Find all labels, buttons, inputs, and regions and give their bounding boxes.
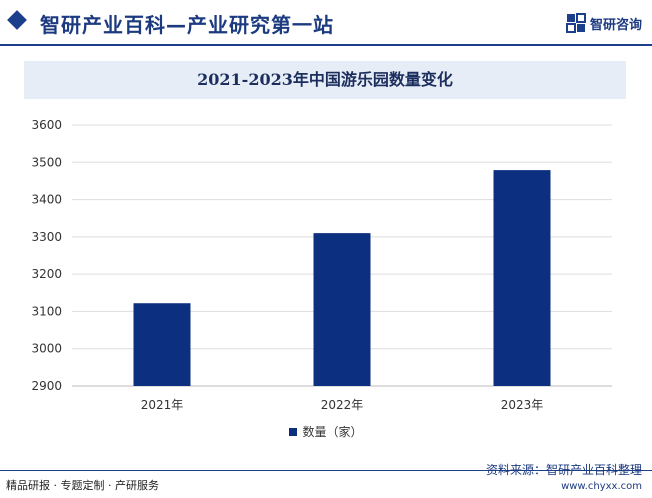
site-url[interactable]: www.chyxx.com — [561, 481, 642, 492]
source-note: 资料来源：智研产业百科整理 — [485, 463, 642, 477]
zhiyan-logo-icon — [565, 13, 586, 33]
y-axis-tick-labels: 2900 3000 3100 3200 3300 3400 3500 3600 — [31, 118, 62, 393]
header-divider — [0, 44, 652, 46]
brand-logo[interactable]: 智研咨询 — [565, 12, 642, 34]
chart-legend: 数量（家） — [0, 423, 652, 440]
y-tick-label: 3200 — [31, 267, 62, 281]
x-axis-tick-labels: 2021年 2022年 2023年 — [141, 398, 544, 412]
footer-tagline: 精品研报 · 专题定制 · 产研服务 — [6, 479, 159, 492]
y-tick-label: 3300 — [31, 230, 62, 244]
footer-divider — [0, 470, 652, 471]
logo-text: 智研咨询 — [589, 17, 642, 33]
chart-title: 2021-2023年中国游乐园数量变化 — [24, 61, 626, 99]
diamond-bullet-icon — [7, 10, 27, 30]
bar-3 — [493, 170, 551, 386]
legend-swatch — [289, 428, 298, 436]
y-tick-label: 2900 — [31, 379, 62, 393]
x-tick-label: 2021年 — [141, 398, 184, 412]
y-tick-label: 3000 — [31, 342, 62, 356]
bars — [133, 170, 551, 386]
bar-1 — [133, 303, 191, 386]
x-tick-label: 2022年 — [321, 398, 364, 412]
bar-2 — [313, 233, 371, 386]
y-tick-label: 3400 — [31, 193, 62, 207]
x-tick-label: 2023年 — [501, 398, 544, 412]
site-title: 智研产业百科—产业研究第一站 — [40, 13, 334, 37]
page-header: 智研产业百科—产业研究第一站 智研咨询 — [0, 0, 652, 46]
y-tick-label: 3500 — [31, 155, 62, 169]
y-tick-label: 3600 — [31, 118, 62, 132]
legend-label: 数量（家） — [302, 425, 363, 439]
y-tick-label: 3100 — [31, 304, 62, 318]
